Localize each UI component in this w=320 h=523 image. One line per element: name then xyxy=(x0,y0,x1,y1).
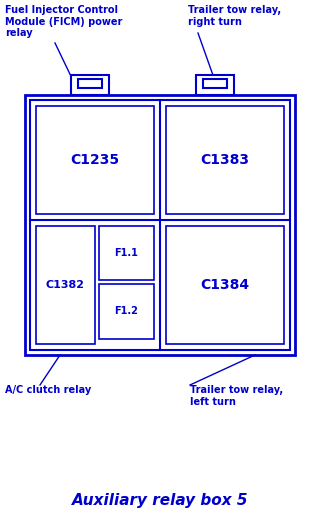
Bar xyxy=(30,100,290,350)
Text: Fuel Injector Control
Module (FICM) power
relay: Fuel Injector Control Module (FICM) powe… xyxy=(5,5,122,38)
Bar xyxy=(78,79,102,88)
Bar xyxy=(166,106,284,214)
Text: F1.2: F1.2 xyxy=(115,306,139,316)
Bar xyxy=(71,75,109,95)
Bar xyxy=(196,75,234,95)
Text: F1.1: F1.1 xyxy=(115,248,139,258)
Text: C1384: C1384 xyxy=(200,278,250,292)
Text: C1383: C1383 xyxy=(201,153,250,167)
Bar xyxy=(99,284,154,338)
Text: Trailer tow relay,
left turn: Trailer tow relay, left turn xyxy=(190,385,283,406)
Bar xyxy=(36,106,154,214)
Text: C1382: C1382 xyxy=(46,280,85,290)
Text: Auxiliary relay box 5: Auxiliary relay box 5 xyxy=(72,493,248,507)
Bar xyxy=(166,226,284,344)
Bar xyxy=(99,226,154,280)
Bar xyxy=(203,79,227,88)
Bar xyxy=(36,226,95,344)
Text: C1235: C1235 xyxy=(70,153,120,167)
Bar xyxy=(25,95,295,355)
Text: A/C clutch relay: A/C clutch relay xyxy=(5,385,91,395)
Text: Trailer tow relay,
right turn: Trailer tow relay, right turn xyxy=(188,5,281,27)
